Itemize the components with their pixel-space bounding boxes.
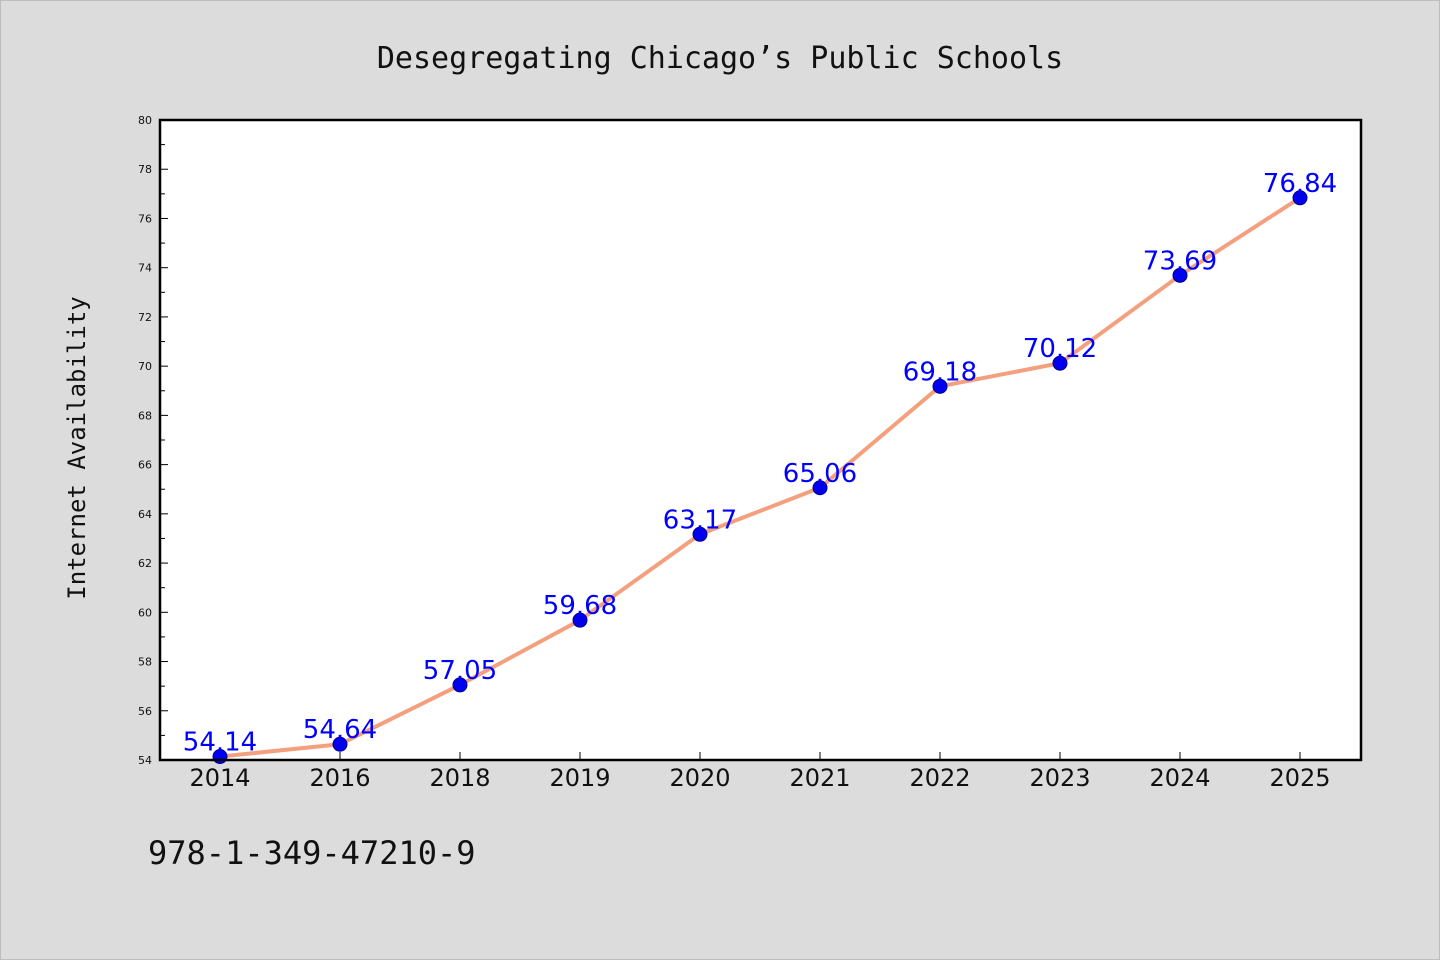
y-tick-label: 62 <box>138 557 152 570</box>
y-tick-label: 66 <box>138 459 152 472</box>
y-tick-label: 74 <box>138 262 152 275</box>
data-point-2018 <box>452 677 468 693</box>
data-point-2025 <box>1292 190 1308 206</box>
plot-border <box>158 118 1363 762</box>
x-tick-label: 2021 <box>789 764 850 792</box>
data-point-2021 <box>812 480 828 496</box>
y-tick-label: 70 <box>138 360 152 373</box>
y-tick-label: 56 <box>138 705 152 718</box>
data-label-2016: 54.64 <box>303 715 377 745</box>
y-axis-label: Internet Availability <box>63 296 91 599</box>
y-tick-label: 64 <box>138 508 152 521</box>
data-point-2019 <box>572 612 588 628</box>
x-tick-label: 2020 <box>669 764 730 792</box>
y-tick-label: 60 <box>138 606 152 619</box>
data-label-2023: 70.12 <box>1023 334 1097 364</box>
y-axis-ticks: 54 56 58 60 62 64 66 68 70 72 74 76 78 80 <box>138 114 168 767</box>
data-labels: 54.14 54.64 57.05 59.68 63.17 65.06 69.18 70.12… <box>183 169 1337 758</box>
data-point-2024 <box>1172 267 1188 283</box>
x-tick-label: 2023 <box>1029 764 1090 792</box>
y-tick-label: 78 <box>138 163 152 176</box>
x-tick-label: 2019 <box>549 764 610 792</box>
x-tick-label: 2025 <box>1269 764 1330 792</box>
x-tick-label: 2018 <box>429 764 490 792</box>
x-tick-label: 2016 <box>309 764 370 792</box>
data-points <box>212 190 1308 765</box>
x-tick-label: 2014 <box>189 764 250 792</box>
series-line <box>218 195 1302 759</box>
x-tick-label: 2022 <box>909 764 970 792</box>
data-point-2022 <box>932 378 948 394</box>
data-label-2021: 65.06 <box>783 459 857 489</box>
y-tick-label: 68 <box>138 409 152 422</box>
data-label-2025: 76.84 <box>1263 169 1337 199</box>
x-axis-ticks: 2014 2016 2018 2019 2020 2021 2022 2023 2024 2025 <box>189 752 1331 792</box>
data-point-2023 <box>1052 355 1068 371</box>
plot-area <box>160 120 1361 760</box>
data-point-2020 <box>692 526 708 542</box>
y-tick-label: 58 <box>138 656 152 669</box>
isbn-text: 978-1-349-47210-9 <box>148 834 476 872</box>
data-label-2019: 59.68 <box>543 591 617 621</box>
data-label-2020: 63.17 <box>663 505 737 535</box>
y-tick-label: 76 <box>138 212 152 225</box>
y-tick-label: 72 <box>138 311 152 324</box>
data-label-2018: 57.05 <box>423 656 497 686</box>
data-point-2016 <box>332 736 348 752</box>
data-label-2014: 54.14 <box>183 728 257 758</box>
y-tick-label: 54 <box>138 754 152 767</box>
data-label-2022: 69.18 <box>903 357 977 387</box>
y-tick-label: 80 <box>138 114 152 127</box>
chart-title: Desegregating Chicago’s Public Schools <box>377 41 1063 76</box>
data-label-2024: 73.69 <box>1143 246 1217 276</box>
x-tick-label: 2024 <box>1149 764 1210 792</box>
